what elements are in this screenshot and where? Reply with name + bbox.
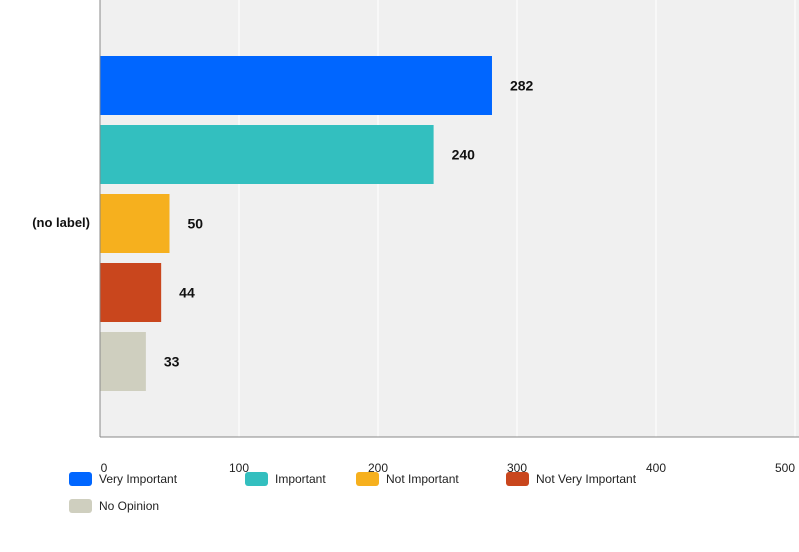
data-label: 44	[179, 285, 195, 301]
legend-label: Not Important	[386, 472, 459, 486]
bar-no-opinion	[100, 332, 146, 391]
legend-label: Very Important	[99, 472, 178, 486]
legend-item-not-very-important[interactable]: Not Very Important	[506, 470, 636, 488]
legend-swatch-important	[245, 472, 268, 486]
data-label: 282	[510, 78, 534, 94]
x-tick-label: 200	[368, 461, 388, 475]
data-label: 240	[452, 147, 476, 163]
legend-swatch-not-important	[356, 472, 379, 486]
bars	[100, 56, 492, 391]
bar-very-important	[100, 56, 492, 115]
x-tick-label: 100	[229, 461, 249, 475]
legend-label: No Opinion	[99, 499, 160, 513]
legend-label: Important	[275, 472, 326, 486]
legend-label: Not Very Important	[536, 472, 637, 486]
data-labels: 282 240 50 44 33	[164, 78, 534, 370]
bar-important	[100, 125, 434, 184]
category-label: (no label)	[32, 215, 90, 230]
legend-swatch-no-opinion	[69, 499, 92, 513]
x-tick-label: 300	[507, 461, 527, 475]
legend-item-very-important[interactable]: Very Important	[69, 470, 177, 488]
x-tick-label: 400	[646, 461, 666, 475]
legend-item-no-opinion[interactable]: No Opinion	[69, 497, 159, 515]
data-label: 33	[164, 354, 180, 370]
data-label: 50	[188, 216, 204, 232]
x-tick-label: 500	[775, 461, 795, 475]
bar-not-important	[100, 194, 170, 253]
bar-not-very-important	[100, 263, 162, 322]
legend-item-important[interactable]: Important	[245, 470, 326, 488]
x-tick-labels: 0 100 200 300 400 500	[101, 461, 796, 475]
legend-item-not-important[interactable]: Not Important	[356, 470, 459, 488]
legend-swatch-not-very-important	[506, 472, 529, 486]
legend-swatch-very-important	[69, 472, 92, 486]
x-tick-label: 0	[101, 461, 108, 475]
